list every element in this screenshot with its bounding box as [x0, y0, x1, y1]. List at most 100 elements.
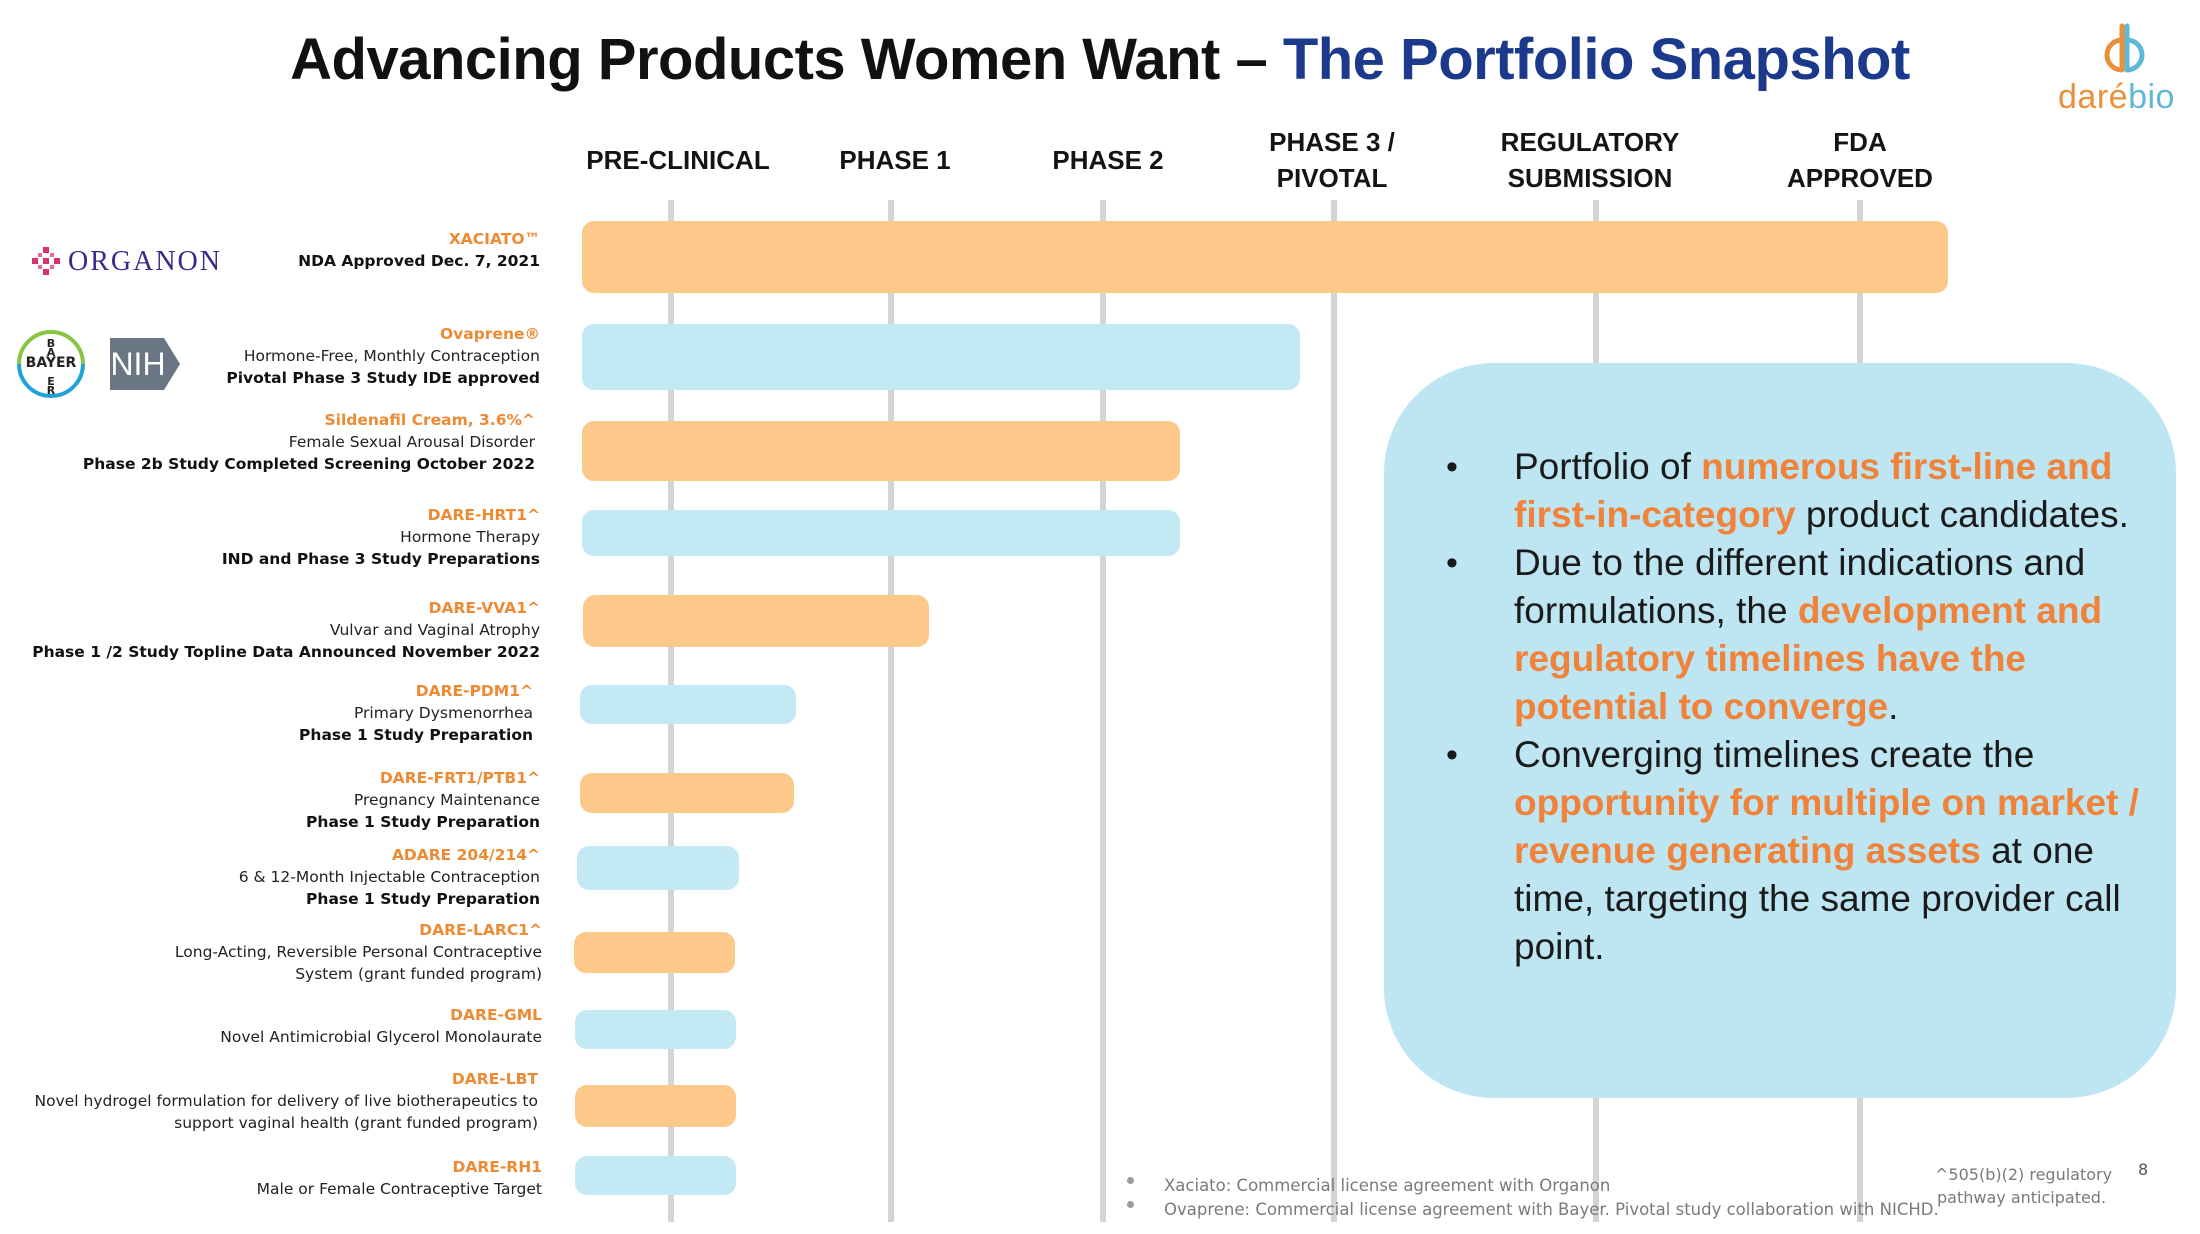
product-name: DARE-HRT1^	[427, 506, 540, 524]
footnote-ovaprene: Ovaprene: Commercial license agreement w…	[1164, 1200, 1939, 1219]
product-status: Phase 1 Study Preparation	[299, 726, 533, 744]
phase-header-phase2: PHASE 2	[1008, 142, 1208, 178]
footnote-regulatory-2: pathway anticipated.	[1937, 1188, 2107, 1207]
product-name: DARE-GML	[450, 1006, 542, 1024]
product-desc: Primary Dysmenorrhea	[353, 704, 533, 722]
logo-text-secondary: bio	[2128, 78, 2175, 116]
label-dare-larc1: DARE-LARC1^ Long-Acting, Reversible Pers…	[175, 919, 542, 985]
product-status: NDA Approved Dec. 7, 2021	[298, 252, 540, 270]
footnote-bullet-1	[1127, 1177, 1134, 1184]
bar-xaciato	[582, 221, 1948, 293]
phase-header-line: SUBMISSION	[1507, 163, 1673, 193]
label-ovaprene: Ovaprene® Hormone-Free, Monthly Contrace…	[226, 323, 540, 389]
label-dare-hrt1: DARE-HRT1^ Hormone Therapy IND and Phase…	[222, 504, 540, 570]
bullet-text: Due to the different indications and for…	[1514, 542, 2086, 631]
bullet-highlight: numerous first-line and first-in-categor…	[1514, 446, 2113, 535]
product-desc: Long-Acting, Reversible Personal Contrac…	[174, 943, 542, 961]
phase-header-fda: FDA APPROVED	[1760, 124, 1960, 196]
bar-dare-gml	[575, 1010, 736, 1049]
summary-bullets: Portfolio of numerous first-line and fir…	[1446, 443, 2144, 971]
bayer-cross-icon: B A E R	[17, 330, 85, 398]
product-status: Pivotal Phase 3 Study IDE approved	[226, 369, 540, 387]
organon-mark-icon	[32, 247, 60, 275]
bullet-text: product candidates.	[1795, 494, 2129, 535]
darebio-logo-icon	[2104, 23, 2145, 73]
product-desc-line2: System (grant funded program)	[295, 965, 542, 983]
label-dare-frt1: DARE-FRT1/PTB1^ Pregnancy Maintenance Ph…	[306, 767, 540, 833]
title-part-1: Advancing Products Women Want –	[290, 27, 1283, 92]
page-title: Advancing Products Women Want – The Port…	[0, 26, 2200, 93]
product-desc: Hormone Therapy	[400, 528, 540, 546]
phase-header-regulatory: REGULATORY SUBMISSION	[1490, 124, 1690, 196]
bar-ovaprene	[582, 324, 1300, 390]
bar-adare	[577, 846, 739, 890]
summary-callout: Portfolio of numerous first-line and fir…	[1384, 363, 2176, 1098]
bar-dare-lbt	[575, 1085, 736, 1127]
product-desc: 6 & 12-Month Injectable Contraception	[238, 868, 540, 886]
svg-text:A: A	[47, 346, 56, 359]
product-name: DARE-RH1	[452, 1158, 542, 1176]
product-desc: Hormone-Free, Monthly Contraception	[243, 347, 540, 365]
bar-dare-rh1	[575, 1156, 736, 1195]
logo-text-primary: daré	[2058, 78, 2129, 116]
product-desc: Vulvar and Vaginal Atrophy	[329, 621, 540, 639]
darebio-wordmark: darébio	[2058, 78, 2175, 117]
bar-sildenafil	[582, 421, 1180, 481]
product-name: DARE-FRT1/PTB1^	[379, 769, 540, 787]
nih-logo: NIH	[110, 338, 180, 390]
product-desc: Novel Antimicrobial Glycerol Monolaurate	[220, 1028, 542, 1046]
bar-dare-frt1	[580, 773, 794, 813]
phase-header-line: REGULATORY	[1500, 127, 1680, 157]
footnote-xaciato: Xaciato: Commercial license agreement wi…	[1164, 1176, 1611, 1195]
phase-header-line: PRE-CLINICAL	[586, 145, 770, 175]
bullet-highlight: development and regulatory timelines hav…	[1514, 590, 2103, 727]
phase-header-line: FDA	[1833, 127, 1887, 157]
label-dare-gml: DARE-GML Novel Antimicrobial Glycerol Mo…	[220, 1004, 542, 1048]
product-status: Phase 1 Study Preparation	[306, 813, 540, 831]
phase-header-line: PHASE 2	[1052, 145, 1164, 175]
gridline-phase3	[1331, 200, 1337, 1222]
product-name: DARE-LARC1^	[419, 921, 542, 939]
footnote-regulatory-1: ^505(b)(2) regulatory	[1935, 1165, 2113, 1184]
label-sildenafil: Sildenafil Cream, 3.6%^ Female Sexual Ar…	[83, 409, 535, 475]
svg-text:B: B	[47, 337, 55, 350]
nih-badge-icon	[110, 338, 180, 390]
product-name: Ovaprene®	[439, 325, 540, 343]
bayer-logo: B A E R BAYER	[16, 329, 86, 399]
product-status: Phase 1 Study Preparation	[306, 890, 540, 908]
phase-header-line: PIVOTAL	[1276, 163, 1388, 193]
bullet-portfolio: Portfolio of numerous first-line and fir…	[1446, 443, 2144, 539]
bullet-text: at one time, targeting the same provider…	[1514, 830, 2121, 967]
darebio-logo: darébio	[2052, 18, 2200, 118]
nih-wordmark: NIH	[110, 346, 166, 382]
label-dare-rh1: DARE-RH1 Male or Female Contraceptive Ta…	[257, 1156, 542, 1200]
phase-header-phase1: PHASE 1	[795, 142, 995, 178]
product-status: Phase 2b Study Completed Screening Octob…	[82, 455, 535, 473]
product-desc: Female Sexual Arousal Disorder	[288, 433, 535, 451]
label-dare-vva1: DARE-VVA1^ Vulvar and Vaginal Atrophy Ph…	[32, 597, 540, 663]
bullet-timelines: Due to the different indications and for…	[1446, 539, 2144, 731]
bullet-text: Portfolio of	[1514, 446, 1702, 487]
phase-header-line: APPROVED	[1787, 163, 1933, 193]
product-desc-line2: support vaginal health (grant funded pro…	[174, 1114, 538, 1132]
bar-dare-hrt1	[582, 510, 1180, 556]
product-status: Phase 1 /2 Study Topline Data Announced …	[32, 643, 540, 661]
gridline-phase1	[888, 200, 894, 1222]
product-name: DARE-PDM1^	[415, 682, 533, 700]
product-name: DARE-VVA1^	[428, 599, 540, 617]
organon-wordmark: ORGANON	[68, 246, 222, 277]
page-number: 8	[2138, 1160, 2149, 1179]
phase-header-preclinical: PRE-CLINICAL	[578, 142, 778, 178]
gridline-phase2	[1100, 200, 1106, 1222]
footnote-bullet-2	[1127, 1201, 1134, 1208]
bar-dare-pdm1	[580, 685, 796, 724]
label-dare-lbt: DARE-LBT Novel hydrogel formulation for …	[35, 1068, 539, 1134]
product-desc: Novel hydrogel formulation for delivery …	[34, 1092, 539, 1110]
bar-dare-larc1	[574, 932, 735, 973]
bayer-wordmark: BAYER	[25, 355, 77, 371]
phase-header-line: PHASE 1	[839, 145, 951, 175]
bullet-converging: Converging timelines create the opportun…	[1446, 731, 2144, 971]
product-name: XACIATO™	[448, 230, 540, 248]
bullet-text: .	[1888, 686, 1899, 727]
product-name: ADARE 204/214^	[391, 846, 540, 864]
